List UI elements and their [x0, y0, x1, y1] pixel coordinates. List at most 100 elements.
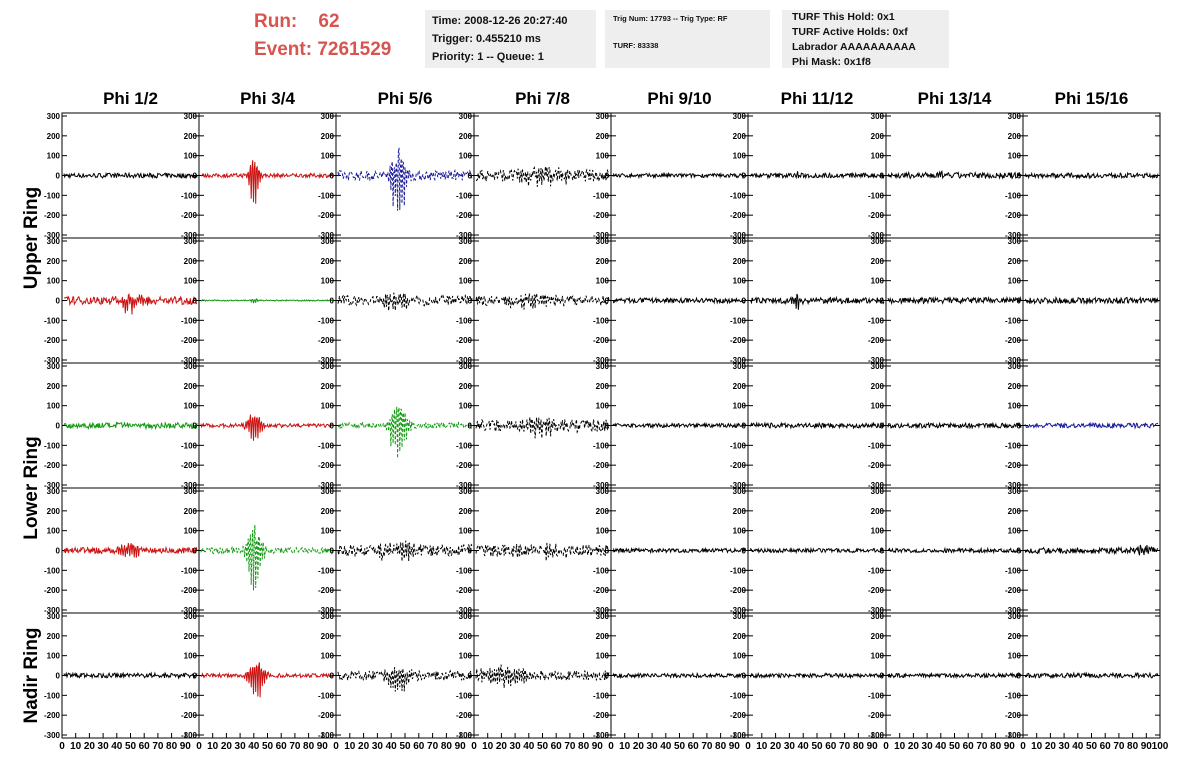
waveform-trace	[887, 295, 1022, 306]
x-tick-label: 80	[166, 741, 178, 752]
y-tick-label: 300	[871, 237, 885, 246]
y-tick-label: 300	[459, 237, 473, 246]
y-tick-label: 0	[605, 422, 610, 431]
y-tick-label: 200	[596, 382, 610, 391]
y-tick-label: -300	[730, 606, 747, 615]
y-tick-label: -200	[868, 461, 885, 470]
y-tick-label: 100	[733, 402, 747, 411]
y-tick-label: 300	[321, 112, 335, 121]
y-tick-label: 200	[733, 382, 747, 391]
x-tick-label: 50	[399, 741, 411, 752]
y-tick-label: 0	[605, 547, 610, 556]
y-tick-label: -100	[868, 441, 885, 450]
y-tick-label: -300	[730, 356, 747, 365]
y-tick-label: -200	[868, 711, 885, 720]
y-tick-label: 200	[184, 632, 198, 641]
y-tick-label: -300	[318, 606, 335, 615]
y-tick-label: 100	[1008, 652, 1022, 661]
ring-label: Lower Ring	[21, 436, 42, 539]
y-tick-label: -200	[593, 336, 610, 345]
y-tick-label: -300	[1005, 731, 1022, 740]
y-tick-label: -100	[456, 691, 473, 700]
x-tick-label: 40	[523, 741, 535, 752]
y-tick-label: -100	[730, 691, 747, 700]
turf-active-holds: TURF Active Holds: 0xf	[792, 26, 908, 38]
y-tick-label: 100	[733, 652, 747, 661]
x-tick-label: 60	[551, 741, 563, 752]
phi-mask-text: Phi Mask: 0x1f8	[792, 56, 871, 68]
x-tick-label: 50	[674, 741, 686, 752]
y-tick-label: -300	[868, 606, 885, 615]
y-tick-label: 100	[184, 277, 198, 286]
y-tick-label: -300	[456, 356, 473, 365]
y-tick-label: 100	[184, 152, 198, 161]
y-tick-label: 200	[459, 632, 473, 641]
y-tick-label: 300	[47, 237, 61, 246]
y-tick-label: -300	[456, 731, 473, 740]
y-tick-label: 200	[321, 257, 335, 266]
waveform-trace	[749, 421, 885, 430]
y-tick-label: 300	[1008, 487, 1022, 496]
y-tick-label: -300	[456, 481, 473, 490]
y-tick-label: -200	[730, 711, 747, 720]
y-tick-label: 200	[1008, 257, 1022, 266]
turf-this-hold: TURF This Hold: 0x1	[792, 11, 895, 23]
y-tick-label: 100	[321, 152, 335, 161]
y-tick-label: -200	[868, 211, 885, 220]
x-tick-label: 70	[1113, 741, 1125, 752]
y-tick-label: -200	[318, 336, 335, 345]
y-tick-label: 0	[330, 297, 335, 306]
y-tick-label: -100	[593, 441, 610, 450]
waveform-trace	[63, 421, 198, 431]
y-tick-label: 200	[733, 257, 747, 266]
y-tick-label: 200	[596, 257, 610, 266]
y-tick-label: 300	[733, 612, 747, 621]
y-tick-label: 0	[468, 422, 473, 431]
y-tick-label: 0	[1017, 172, 1022, 181]
y-tick-label: -300	[318, 356, 335, 365]
y-tick-label: 200	[47, 632, 61, 641]
y-tick-label: -100	[1005, 566, 1022, 575]
y-tick-label: 100	[321, 402, 335, 411]
y-tick-label: 100	[596, 277, 610, 286]
trig-num-text: Trig Num: 17793 -- Trig Type: RF	[613, 14, 728, 23]
waveform-trace	[337, 667, 473, 692]
x-tick-label: 20	[496, 741, 508, 752]
y-tick-label: -200	[868, 336, 885, 345]
y-tick-label: 0	[880, 172, 885, 181]
y-tick-label: 0	[56, 172, 61, 181]
waveform-trace	[749, 546, 885, 555]
y-tick-label: 0	[193, 297, 198, 306]
y-tick-label: -300	[593, 606, 610, 615]
y-tick-label: 0	[880, 422, 885, 431]
y-tick-label: 300	[596, 112, 610, 121]
x-tick-label: 10	[344, 741, 356, 752]
run-value: 62	[318, 11, 340, 32]
y-tick-label: -300	[868, 356, 885, 365]
turf-text: TURF: 83338	[613, 41, 659, 50]
y-tick-label: 300	[47, 112, 61, 121]
y-tick-label: -300	[44, 481, 61, 490]
x-tick-label: 30	[372, 741, 384, 752]
y-tick-label: 200	[733, 132, 747, 141]
y-tick-label: -200	[181, 461, 198, 470]
x-tick-label: 50	[537, 741, 549, 752]
y-tick-label: -300	[181, 606, 198, 615]
x-tick-label: 60	[825, 741, 837, 752]
y-tick-label: 200	[184, 382, 198, 391]
y-tick-label: 200	[47, 507, 61, 516]
waveform-trace	[200, 414, 335, 441]
y-tick-label: -200	[456, 461, 473, 470]
y-tick-label: 100	[596, 652, 610, 661]
y-tick-label: 300	[871, 362, 885, 371]
y-tick-label: 300	[596, 362, 610, 371]
y-tick-label: -100	[318, 566, 335, 575]
y-tick-label: 300	[184, 487, 198, 496]
x-tick-label: 30	[784, 741, 796, 752]
y-tick-label: 0	[880, 547, 885, 556]
y-tick-label: -200	[456, 211, 473, 220]
x-tick-label: 50	[1086, 741, 1098, 752]
y-tick-label: 200	[871, 257, 885, 266]
waveform-trace	[1024, 295, 1159, 305]
x-tick-label: 20	[770, 741, 782, 752]
